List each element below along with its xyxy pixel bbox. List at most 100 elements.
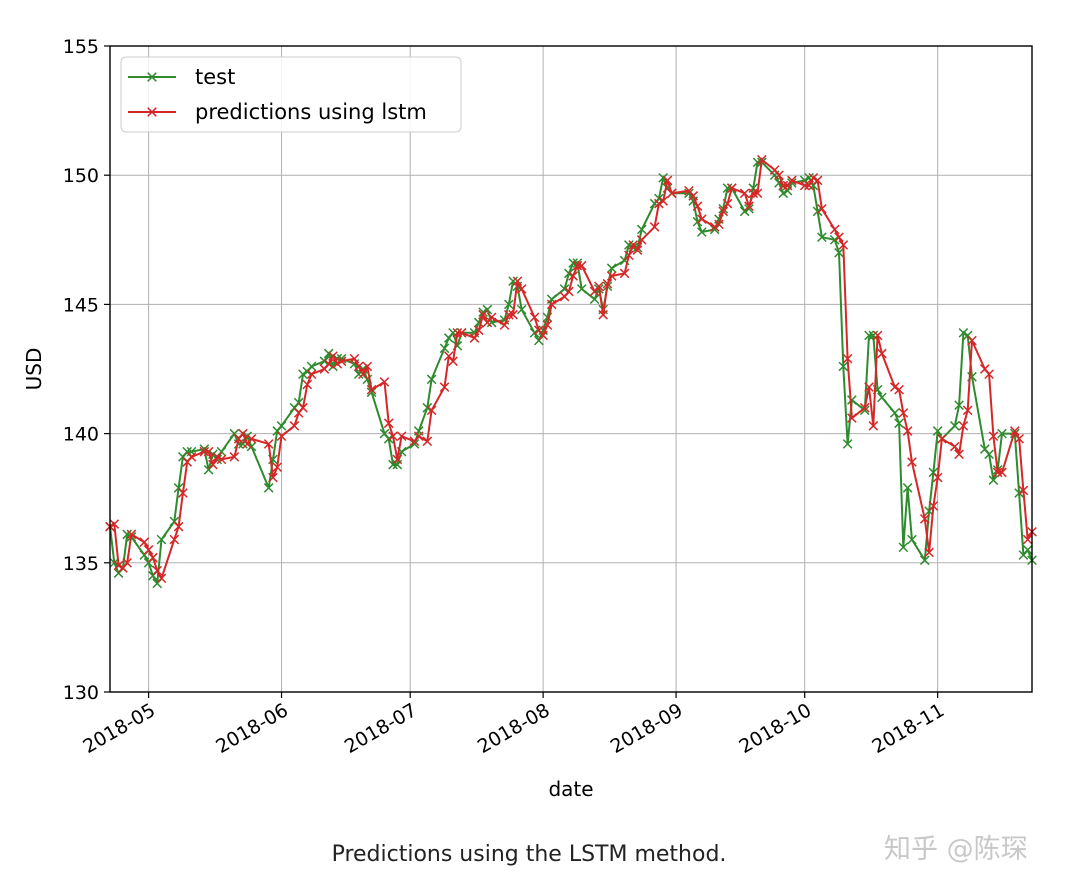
data-point — [203, 446, 214, 457]
legend-box — [120, 56, 462, 133]
data-point — [349, 353, 360, 364]
data-point — [199, 446, 210, 457]
data-point — [396, 431, 407, 442]
data-point — [868, 330, 879, 341]
data-point — [594, 281, 604, 292]
data-point — [516, 284, 527, 294]
data-point — [984, 449, 994, 460]
data-point — [572, 260, 583, 271]
data-point — [984, 369, 994, 379]
data-point — [778, 188, 789, 199]
data-point — [568, 271, 578, 281]
data-point — [834, 247, 844, 258]
data-point — [383, 433, 394, 444]
data-point — [276, 421, 287, 431]
data-point — [868, 421, 879, 431]
data-point — [847, 413, 857, 423]
data-point — [529, 312, 540, 323]
series-0 — [105, 157, 1037, 589]
data-point — [503, 309, 514, 320]
data-point — [328, 361, 338, 372]
data-point — [246, 433, 257, 444]
data-point — [439, 382, 450, 392]
data-point — [126, 529, 137, 540]
data-point — [1022, 545, 1033, 555]
data-point — [988, 475, 999, 485]
data-point — [109, 519, 120, 529]
data-point — [1018, 485, 1029, 496]
data-point — [328, 351, 338, 361]
data-point — [958, 421, 969, 431]
data-point — [997, 467, 1007, 478]
data-point — [799, 180, 810, 191]
data-point — [448, 356, 458, 367]
data-point — [658, 172, 669, 183]
data-point — [829, 234, 840, 245]
data-point — [208, 459, 218, 470]
data-point — [512, 276, 523, 286]
data-point — [336, 356, 347, 367]
data-point — [744, 201, 754, 212]
data-point — [272, 462, 283, 473]
x-axis-label: date — [548, 777, 593, 801]
data-point — [456, 327, 467, 338]
data-point — [619, 268, 630, 279]
legend-marker — [147, 72, 157, 82]
data-point — [954, 449, 964, 460]
data-point — [919, 555, 930, 566]
data-point — [152, 565, 163, 576]
data-point — [216, 454, 227, 465]
data-point — [156, 573, 167, 584]
x-tick-label: 2018-10 — [735, 699, 815, 758]
data-point — [606, 271, 617, 281]
data-point — [847, 395, 857, 405]
data-point — [169, 534, 180, 545]
data-point — [889, 408, 900, 418]
data-point — [148, 552, 158, 563]
grid — [110, 45, 1032, 693]
data-point — [894, 384, 904, 395]
data-point — [958, 327, 969, 338]
y-tick-label: 155 — [63, 36, 99, 58]
data-point — [812, 175, 823, 186]
data-point — [323, 359, 334, 369]
data-point — [332, 359, 343, 369]
data-point — [1014, 488, 1024, 498]
data-point — [636, 234, 647, 245]
data-point — [688, 191, 699, 201]
line-chart: 130 135 140 145 150 155 2018-05 2018-06 2018-07… — [22, 36, 1037, 801]
data-point — [576, 284, 587, 294]
data-point — [1014, 433, 1024, 444]
data-point — [739, 188, 750, 199]
x-tick-label: 2018-05 — [79, 699, 159, 758]
y-tick-label: 130 — [63, 682, 99, 704]
data-point — [564, 286, 574, 297]
data-point — [1010, 426, 1020, 436]
data-point — [486, 312, 497, 323]
data-point — [426, 374, 437, 385]
data-point — [744, 203, 754, 214]
data-point — [632, 245, 643, 255]
legend-label: test — [195, 65, 235, 89]
data-point — [353, 361, 364, 372]
data-point — [924, 547, 934, 558]
series-line — [109, 161, 1033, 585]
data-point — [422, 402, 433, 413]
data-point — [564, 268, 574, 279]
y-axis: 130 135 140 145 150 155 — [63, 36, 110, 704]
data-point — [122, 557, 132, 568]
data-point — [988, 431, 999, 442]
data-point — [748, 188, 759, 199]
data-point — [877, 392, 887, 403]
data-point — [362, 361, 373, 372]
plot-frame — [109, 45, 1033, 693]
data-point — [722, 198, 733, 209]
data-point — [907, 457, 917, 467]
data-point — [967, 335, 977, 346]
data-point — [276, 431, 287, 442]
data-point — [392, 454, 403, 465]
data-point — [714, 219, 724, 230]
data-point — [696, 227, 707, 237]
data-point — [949, 421, 960, 431]
data-point — [306, 361, 317, 372]
